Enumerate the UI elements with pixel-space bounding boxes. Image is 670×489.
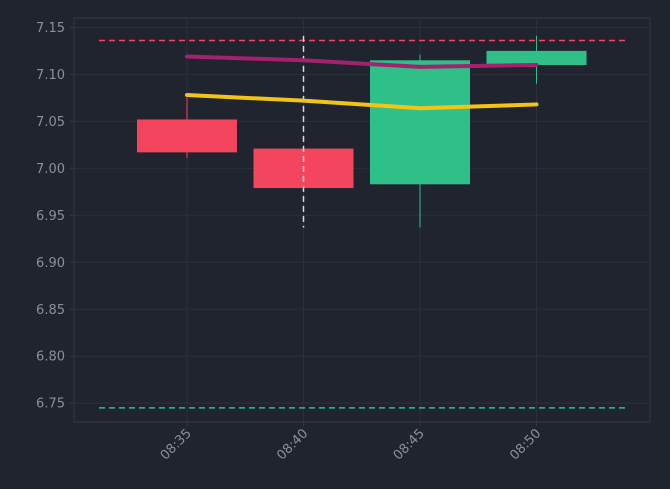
y-tick-label: 7.00	[36, 162, 65, 177]
y-tick-label: 6.85	[36, 303, 65, 318]
moving-average-line-1	[185, 93, 539, 111]
y-tick-label: 6.95	[36, 209, 65, 224]
x-tick-label: 08:45	[391, 426, 428, 463]
candle-body-up	[486, 50, 587, 65]
y-tick-label: 6.80	[36, 350, 65, 365]
y-tick-label: 6.75	[36, 397, 65, 412]
x-tick-label: 08:50	[507, 426, 544, 463]
plot-frame	[73, 17, 651, 423]
candle-body-down	[137, 119, 237, 153]
x-tick-label: 08:40	[274, 426, 311, 463]
candle-body-up	[370, 60, 470, 185]
y-tick-label: 7.15	[36, 21, 65, 36]
y-tick-label: 6.90	[36, 256, 65, 271]
y-tick-label: 7.05	[36, 115, 65, 130]
moving-average-line-2	[185, 54, 539, 69]
y-tick-label: 7.10	[36, 68, 65, 83]
x-tick-label: 08:35	[158, 426, 195, 463]
